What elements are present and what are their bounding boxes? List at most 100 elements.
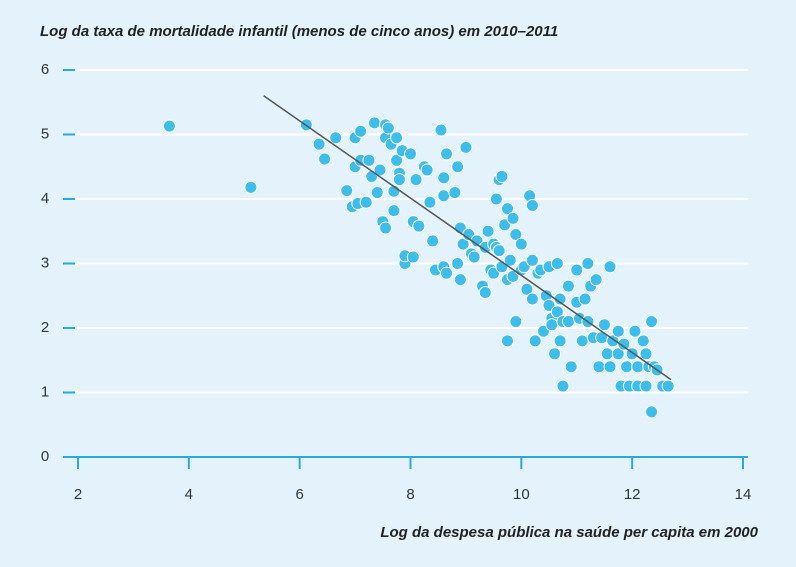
x-tick-label: 2 [74,486,82,503]
point [561,279,575,293]
point [550,257,564,270]
point [453,273,467,287]
point [354,124,368,138]
point [500,334,514,348]
point [528,334,542,348]
point [520,282,534,296]
y-tick-label: 6 [41,61,49,78]
point [617,337,631,351]
chart-title: Log da taxa de mortalidade infantil (men… [40,23,558,40]
point [500,202,514,216]
point [611,324,625,338]
point [244,180,258,194]
point [481,224,495,238]
point [581,257,595,270]
point [597,318,611,332]
point [495,169,509,183]
point [556,379,570,393]
point [503,253,517,267]
point [312,137,326,151]
point [525,253,539,267]
point [359,195,373,209]
point [451,257,465,270]
x-tick-label: 6 [295,486,303,503]
point [381,121,395,135]
point [392,173,406,187]
point [456,237,470,251]
y-tick-label: 3 [41,254,49,271]
point [329,131,343,145]
point [611,347,625,361]
point [545,318,559,332]
point [628,324,642,338]
point [553,334,567,348]
point [489,192,503,206]
point [550,305,564,319]
point [525,292,539,306]
point [620,360,634,374]
x-tick-label: 14 [735,486,752,503]
x-tick-label: 8 [406,486,414,503]
y-tick-label: 0 [41,448,49,465]
point [440,147,454,161]
point [631,360,645,374]
y-tick-label: 4 [41,190,49,207]
point [409,173,423,187]
point [379,221,393,235]
point [459,140,473,154]
point [390,131,404,145]
point [367,116,381,130]
point [434,123,448,137]
point [162,119,176,133]
point [506,211,520,225]
point [437,189,451,203]
point [440,266,454,280]
point [661,379,675,393]
point [370,186,384,200]
point [437,171,451,185]
point [603,260,617,274]
y-tick-label: 1 [41,383,49,400]
point [390,153,404,167]
point [406,250,420,264]
point [639,379,653,393]
point [404,147,417,161]
point [423,195,437,209]
x-tick-label: 12 [624,486,641,503]
point [412,219,426,233]
point [564,360,578,374]
point [451,160,465,174]
trend-line [263,95,672,381]
point [362,153,376,167]
point [448,186,462,200]
point [578,292,592,306]
point [600,347,614,361]
point [509,227,523,241]
point [636,334,650,348]
point [514,237,528,251]
point [509,315,523,329]
point [426,234,440,248]
x-axis-label: Log da despesa pública na saúde per capi… [380,524,758,541]
point [645,405,659,419]
point [570,263,584,277]
point [467,250,481,264]
point [548,347,562,361]
point [420,163,434,177]
point [589,273,603,287]
point [492,244,506,258]
point [639,347,653,361]
point [575,334,589,348]
point [478,286,492,300]
y-tick-label: 5 [41,125,49,142]
x-tick-label: 10 [513,486,530,503]
point [645,315,659,329]
point [340,184,354,198]
point [387,204,401,218]
point [318,152,332,166]
point [525,198,539,212]
point [592,360,606,374]
y-tick-label: 2 [41,319,49,336]
